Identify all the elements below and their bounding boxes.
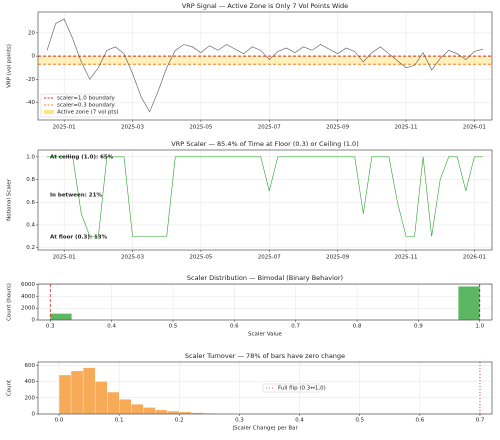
x-tick-label: 0.4	[295, 418, 304, 424]
x-tick-label: 0.5	[169, 324, 178, 330]
x-tick-label: 2025-01	[53, 255, 76, 261]
histogram-bar	[167, 411, 179, 414]
annotation: In between: 21%	[50, 193, 102, 199]
histogram-bar	[155, 410, 167, 414]
x-tick-label: 0.5	[355, 418, 364, 424]
x-tick-label: 2025-07	[258, 125, 281, 131]
y-tick-label: 200	[25, 395, 36, 401]
y-tick-label: 0.6	[26, 200, 35, 206]
y-tick-label: 20	[28, 30, 35, 36]
y-tick-label: 2000	[21, 306, 35, 312]
y-tick-label: -20	[26, 77, 35, 83]
y-tick-label: 0	[32, 54, 36, 60]
y-tick-label: 0.4	[26, 223, 35, 229]
x-tick-label: 2025-03	[121, 255, 144, 261]
y-tick-label: 0	[32, 412, 36, 418]
y-tick-label: 6000	[21, 282, 35, 288]
x-tick-label: 0.4	[107, 324, 116, 330]
x-tick-label: 2025-09	[326, 255, 349, 261]
histogram-bar	[50, 314, 71, 320]
y-tick-label: 0.8	[26, 177, 35, 183]
series-line	[47, 157, 483, 237]
y-axis-label: VRP (vol points)	[7, 44, 13, 88]
x-tick-label: 2025-05	[189, 125, 212, 131]
x-tick-label: 0.6	[230, 324, 239, 330]
x-tick-label: 0.6	[415, 418, 424, 424]
histogram-bar	[119, 399, 131, 414]
y-tick-label: 0.2	[26, 245, 35, 251]
plot-frame	[38, 284, 492, 320]
x-tick-label: 2025-01	[53, 125, 76, 131]
y-tick-label: 400	[25, 379, 36, 385]
x-tick-label: 0.1	[115, 418, 124, 424]
x-tick-label: 2026-01	[463, 255, 486, 261]
x-tick-label: 0.9	[414, 324, 423, 330]
histogram-bar	[131, 404, 143, 414]
x-tick-label: 0.7	[291, 324, 300, 330]
x-axis-label: Scaler Value	[248, 332, 283, 338]
histogram-bar	[59, 375, 71, 414]
histogram-bar	[107, 392, 119, 414]
x-tick-label: 1.0	[475, 324, 484, 330]
legend-label: scaler=0.3 boundary	[57, 103, 115, 109]
histogram-bar	[71, 371, 83, 414]
chart-title: VRP Scaler — 85.4% of Time at Floor (0.3…	[171, 140, 358, 148]
x-tick-label: 2025-03	[121, 125, 144, 131]
chart-title: VRP Signal — Active Zone is Only 7 Vol P…	[182, 2, 348, 10]
x-axis-label: |Scaler Change| per Bar	[232, 426, 298, 432]
active-band	[38, 56, 492, 64]
y-tick-label: 600	[25, 363, 36, 369]
chart-title: Scaler Turnover — 78% of bars have zero …	[185, 352, 345, 360]
x-tick-label: 2025-11	[395, 255, 418, 261]
x-tick-label: 0.3	[46, 324, 55, 330]
histogram-bar	[458, 286, 479, 320]
legend-label: Full flip (0.3↔1.0)	[278, 386, 326, 392]
legend-label: Active zone (7 vol pts)	[57, 110, 119, 116]
annotation: At ceiling (1.0): 65%	[50, 155, 114, 161]
x-tick-label: 0.0	[55, 418, 64, 424]
histogram-bar	[83, 368, 95, 414]
x-tick-label: 0.7	[476, 418, 485, 424]
x-tick-label: 2025-11	[395, 125, 418, 131]
y-axis-label: Count (hours)	[7, 283, 13, 321]
x-tick-label: 0.8	[353, 324, 362, 330]
y-axis-label: Notional Scaler	[7, 178, 13, 220]
y-tick-label: 1.0	[26, 154, 35, 160]
y-tick-label: 4000	[21, 294, 35, 300]
x-tick-label: 2026-01	[463, 125, 486, 131]
x-tick-label: 0.2	[175, 418, 184, 424]
histogram-bar	[95, 382, 107, 415]
x-tick-label: 0.3	[235, 418, 244, 424]
legend-label: scaler=1.0 boundary	[57, 96, 115, 102]
y-tick-label: 0	[32, 318, 36, 324]
histogram-bar	[179, 412, 191, 414]
y-tick-label: -40	[26, 100, 35, 106]
y-axis-label: Count	[7, 379, 13, 396]
histogram-bar	[143, 408, 155, 415]
x-tick-label: 2025-07	[258, 255, 281, 261]
x-tick-label: 2025-05	[189, 255, 212, 261]
chart-title: Scaler Distribution — Bimodal (Binary Be…	[187, 274, 343, 282]
annotation: At floor (0.3): 13%	[50, 235, 108, 241]
x-tick-label: 2025-09	[326, 125, 349, 131]
legend-swatch	[44, 110, 54, 114]
